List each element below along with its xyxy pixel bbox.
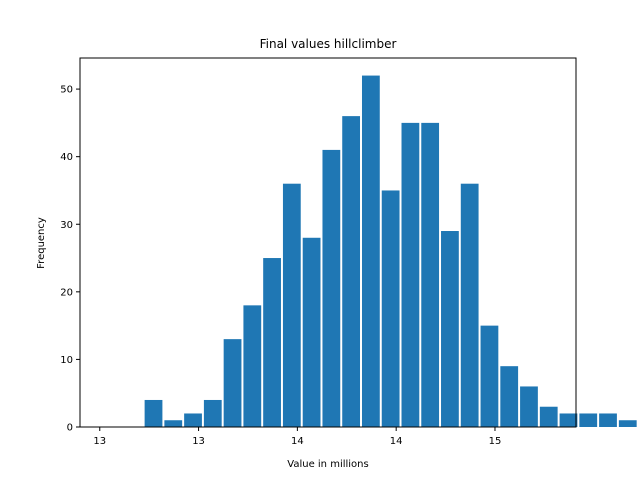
chart-title: Final values hillclimber <box>260 37 397 51</box>
plot-frame <box>79 57 577 428</box>
histogram-bar <box>243 305 262 427</box>
histogram-bar <box>282 183 301 427</box>
histogram-bar <box>184 413 202 427</box>
x-tick-label: 14 <box>390 436 403 447</box>
histogram-bar <box>421 122 440 427</box>
y-tick-label: 10 <box>60 355 73 366</box>
histogram-bar <box>520 386 538 427</box>
histogram-bar <box>618 420 637 427</box>
histogram-bar <box>361 75 380 427</box>
histogram-bar <box>401 122 420 427</box>
x-axis-label: Value in millions <box>287 459 368 470</box>
histogram-bar <box>539 406 558 427</box>
histogram-bar <box>164 420 183 427</box>
x-tick-label: 13 <box>192 436 205 447</box>
y-tick-label: 40 <box>60 152 73 163</box>
y-tick-label: 20 <box>60 287 73 298</box>
histogram-bar <box>144 399 163 427</box>
y-tick-label: 30 <box>60 220 73 231</box>
histogram-bar <box>223 339 242 427</box>
histogram-bar <box>302 237 321 427</box>
histogram-bar <box>460 183 479 427</box>
histogram-bar <box>381 190 400 427</box>
histogram-bar <box>579 413 598 427</box>
bars-group <box>144 75 637 428</box>
y-tick-label: 0 <box>67 423 73 434</box>
x-axis-ticks: 13 13 14 14 15 <box>93 427 501 447</box>
histogram-bar <box>559 413 578 427</box>
x-tick-label: 14 <box>291 436 304 447</box>
histogram-bar <box>203 399 222 427</box>
histogram-bar <box>342 116 361 428</box>
histogram-bar <box>500 366 519 427</box>
y-tick-label: 50 <box>60 85 73 96</box>
x-tick-label: 13 <box>93 436 106 447</box>
y-axis-label: Frequency <box>36 217 47 269</box>
y-axis-ticks: 0 10 20 30 40 50 <box>60 85 80 434</box>
histogram-bar <box>263 258 281 427</box>
histogram-bar <box>322 149 341 427</box>
x-tick-label: 15 <box>489 436 502 447</box>
histogram-bar <box>599 413 617 427</box>
histogram-bar <box>480 325 499 427</box>
histogram-bar <box>441 231 459 427</box>
